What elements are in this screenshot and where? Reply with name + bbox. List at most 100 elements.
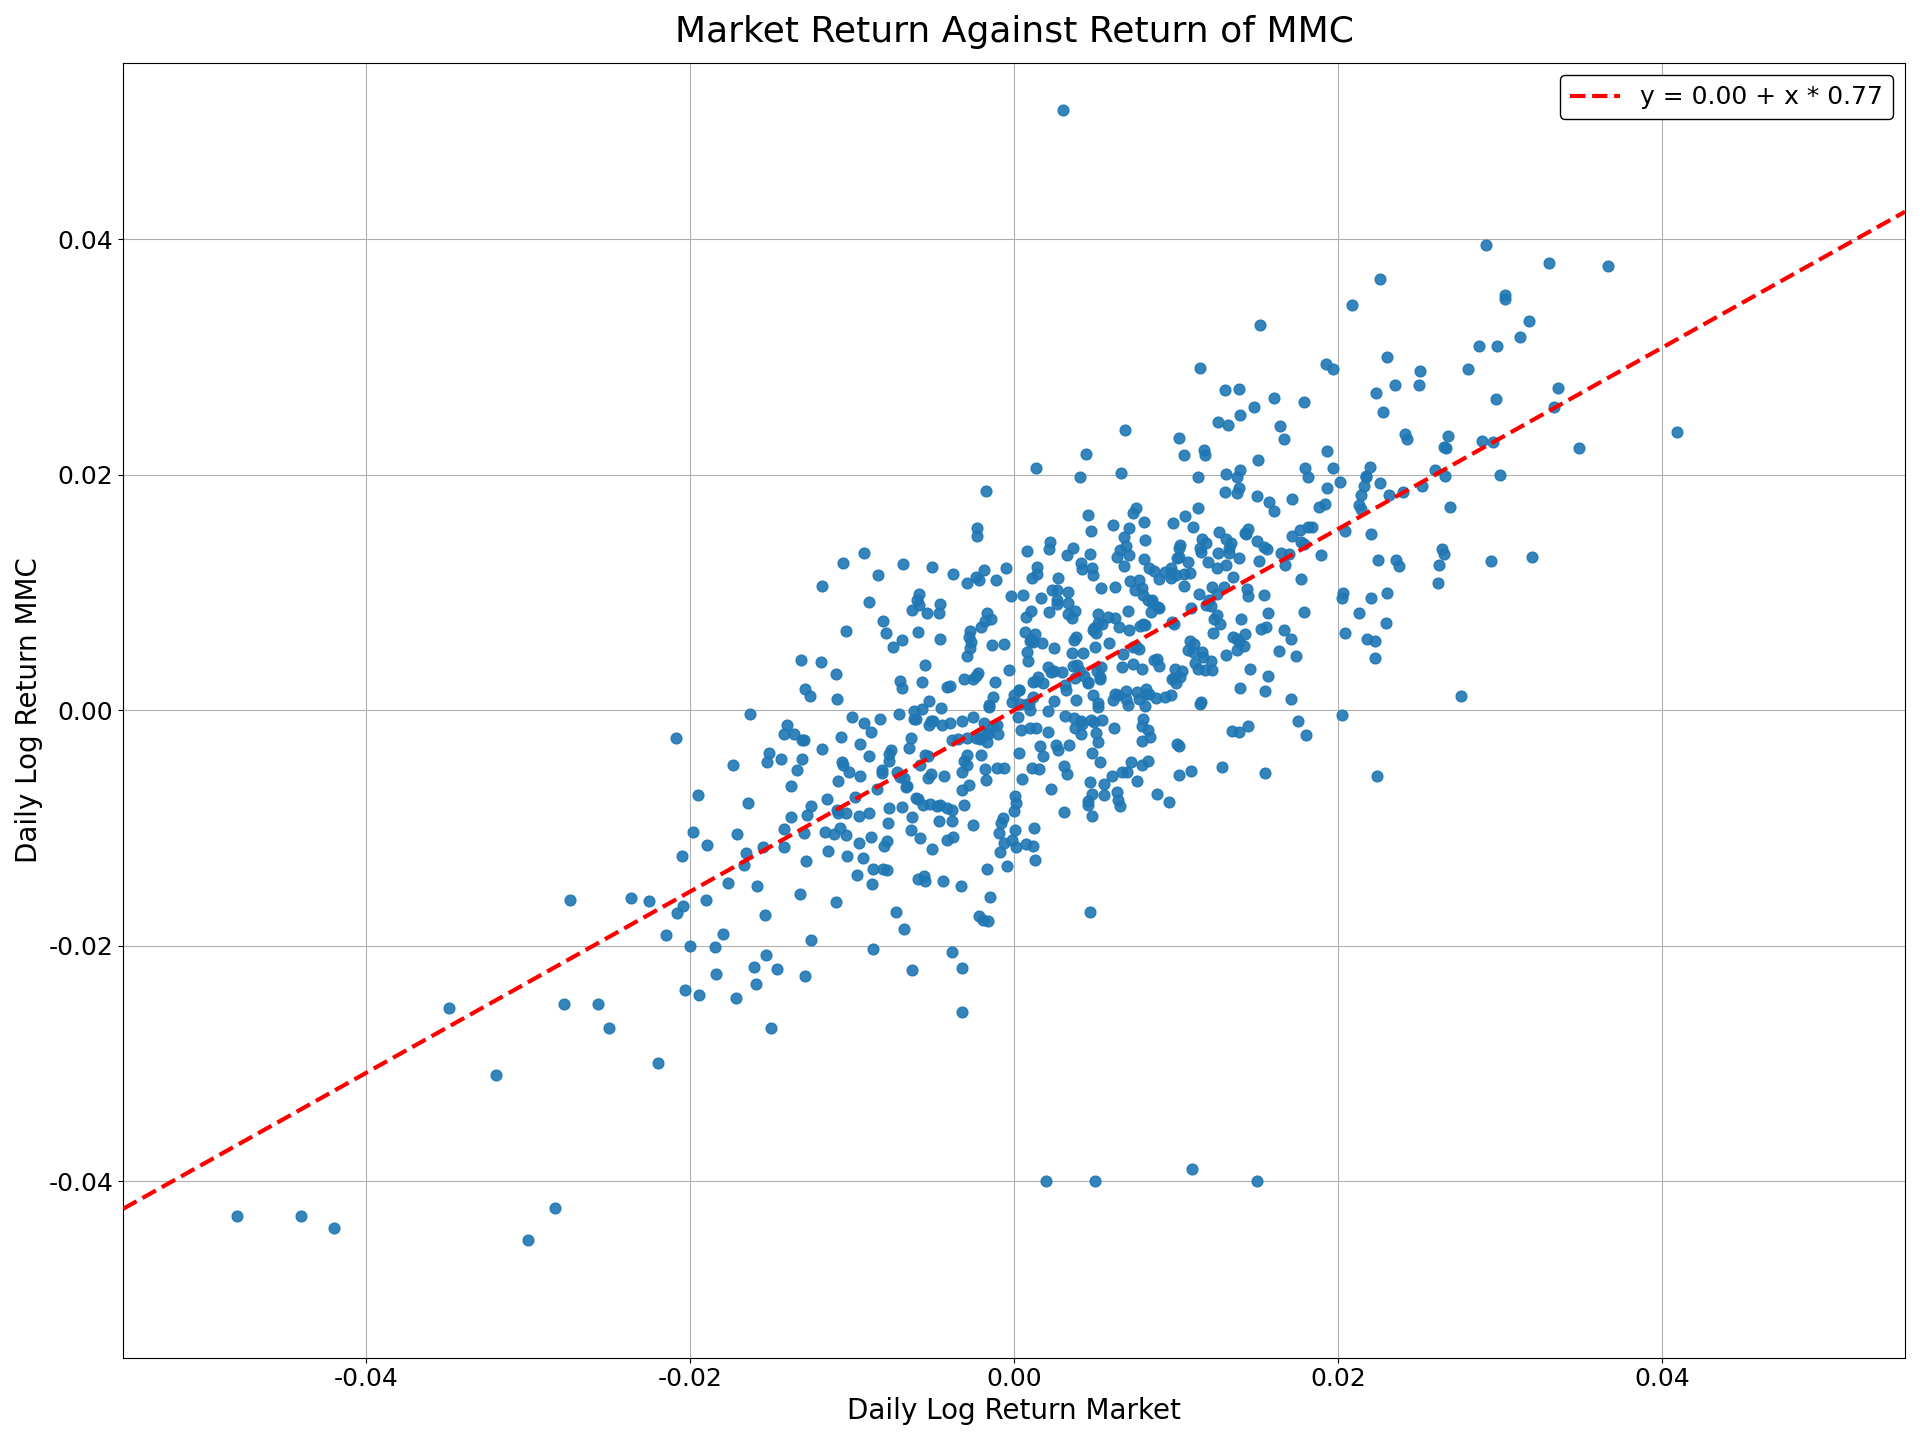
Point [1373, 484, 1404, 507]
Point [1306, 543, 1336, 566]
Point [1317, 357, 1348, 380]
Point [1077, 804, 1108, 827]
Point [1083, 691, 1114, 714]
Point [789, 821, 820, 844]
Point [1039, 690, 1069, 713]
Point [1325, 471, 1356, 494]
Point [768, 835, 799, 858]
Point [1129, 613, 1160, 636]
Point [1505, 325, 1536, 348]
Point [977, 714, 1008, 737]
Point [1039, 636, 1069, 660]
Point [1185, 537, 1215, 560]
Point [1311, 439, 1342, 462]
Point [881, 760, 912, 783]
Point [1304, 495, 1334, 518]
Point [1223, 377, 1254, 400]
Point [1311, 353, 1342, 376]
Point [728, 854, 758, 877]
Point [1371, 582, 1402, 605]
Point [972, 721, 1002, 744]
Point [833, 760, 864, 783]
Point [1265, 541, 1296, 564]
Point [1190, 593, 1221, 616]
Point [1476, 550, 1507, 573]
Point [1102, 780, 1133, 804]
Point [993, 658, 1023, 681]
Point [1179, 632, 1210, 655]
Point [741, 972, 772, 995]
Point [964, 569, 995, 592]
Point [668, 894, 699, 917]
Point [877, 635, 908, 658]
Point [1183, 657, 1213, 680]
Point [970, 559, 1000, 582]
Point [770, 818, 801, 841]
Point [584, 992, 614, 1015]
Point [962, 517, 993, 540]
Point [1012, 605, 1043, 628]
Point [858, 857, 889, 880]
Point [1217, 564, 1248, 588]
Point [1121, 634, 1152, 657]
Point [862, 778, 893, 801]
Point [947, 956, 977, 979]
Point [893, 737, 924, 760]
Point [1027, 631, 1058, 654]
Point [1404, 374, 1434, 397]
Point [1311, 477, 1342, 500]
Point [1187, 540, 1217, 563]
Point [931, 828, 962, 851]
Point [1471, 233, 1501, 256]
Point [480, 1064, 511, 1087]
Point [1020, 622, 1050, 645]
Point [776, 775, 806, 798]
Point [1229, 634, 1260, 657]
Point [906, 671, 937, 694]
Point [1096, 765, 1127, 788]
Point [1068, 557, 1098, 580]
Point [972, 730, 1002, 753]
Point [1244, 550, 1275, 573]
Point [766, 747, 797, 770]
Point [1023, 665, 1054, 688]
Point [924, 593, 954, 616]
Point [1164, 546, 1194, 569]
Point [753, 742, 783, 765]
Point [1010, 832, 1041, 855]
Point [996, 691, 1027, 714]
Point [962, 524, 993, 547]
Point [1154, 791, 1185, 814]
Point [1286, 530, 1317, 553]
Point [1050, 678, 1081, 701]
Point [979, 670, 1010, 693]
Point [1058, 707, 1089, 730]
Point [1263, 639, 1294, 662]
Point [1248, 536, 1279, 559]
Point [908, 793, 939, 816]
Point [897, 726, 927, 749]
Point [1139, 649, 1169, 672]
Point [910, 743, 941, 766]
Point [1196, 595, 1227, 618]
Point [1478, 431, 1509, 454]
Point [1158, 668, 1188, 691]
Point [828, 753, 858, 776]
Point [904, 753, 935, 776]
Point [820, 890, 851, 913]
Point [1056, 641, 1087, 664]
Point [1129, 694, 1160, 717]
Point [985, 812, 1016, 835]
Point [1110, 687, 1140, 710]
Point [939, 562, 970, 585]
Point [1156, 684, 1187, 707]
Point [1169, 575, 1200, 598]
Point [1043, 566, 1073, 589]
Point [1407, 475, 1438, 498]
Point [1123, 687, 1154, 710]
Point [770, 723, 801, 746]
Point [1423, 572, 1453, 595]
Point [1033, 721, 1064, 744]
Point [1014, 649, 1044, 672]
Point [1196, 576, 1227, 599]
